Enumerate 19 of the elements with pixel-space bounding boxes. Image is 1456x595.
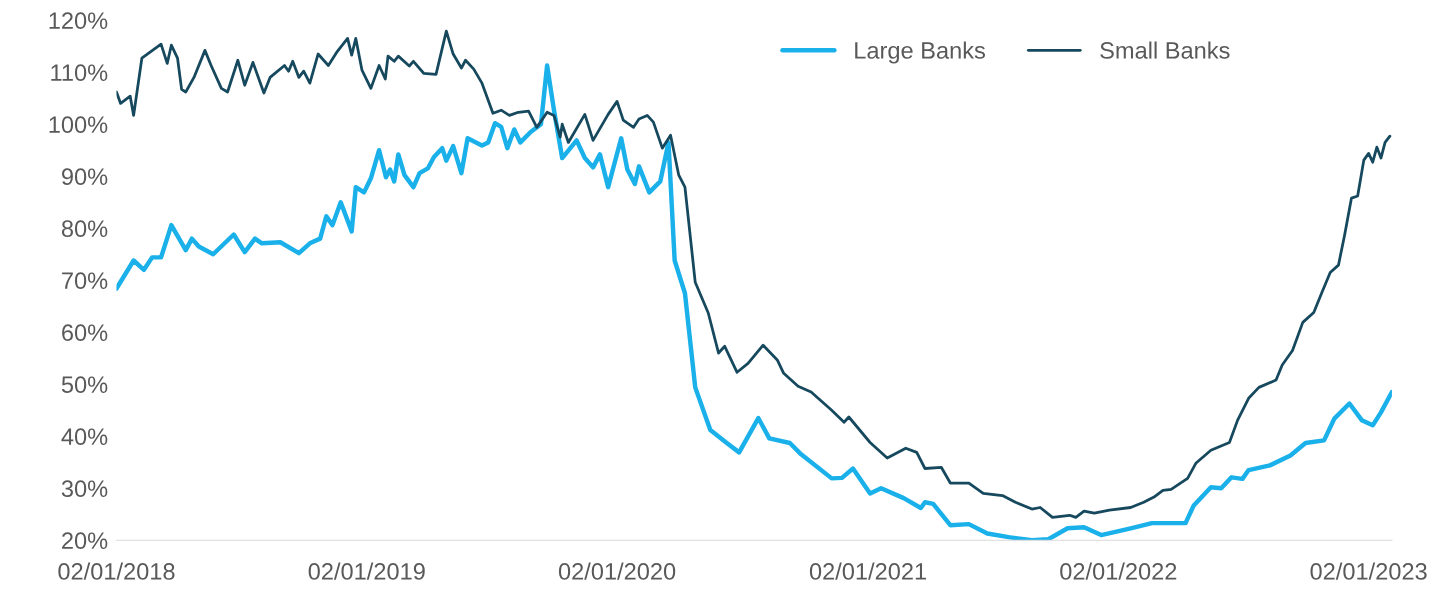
x-tick-label: 02/01/2018 <box>58 562 175 580</box>
y-tick-label: 100% <box>49 116 108 134</box>
y-tick-label: 70% <box>62 272 108 290</box>
x-tick-label: 02/01/2019 <box>308 562 425 580</box>
y-tick-label: 60% <box>62 324 108 342</box>
x-tick-label: 02/01/2022 <box>1060 562 1177 580</box>
y-tick-label: 90% <box>62 168 108 186</box>
y-tick-label: 120% <box>49 12 108 30</box>
legend-label: Small Banks <box>1100 41 1230 59</box>
y-tick-label: 80% <box>61 220 108 238</box>
y-tick-label: 50% <box>61 376 108 394</box>
x-tick-label: 02/01/2020 <box>558 562 676 580</box>
y-tick-label: 110% <box>51 64 108 82</box>
legend-label: Large Banks <box>855 41 985 64</box>
y-tick-label: 30% <box>61 480 108 498</box>
x-tick-label: 02/01/2023 <box>1310 562 1427 580</box>
x-tick-label: 02/01/2021 <box>809 562 926 580</box>
y-tick-label: 20% <box>62 532 108 550</box>
y-tick-label: 40% <box>61 428 108 446</box>
